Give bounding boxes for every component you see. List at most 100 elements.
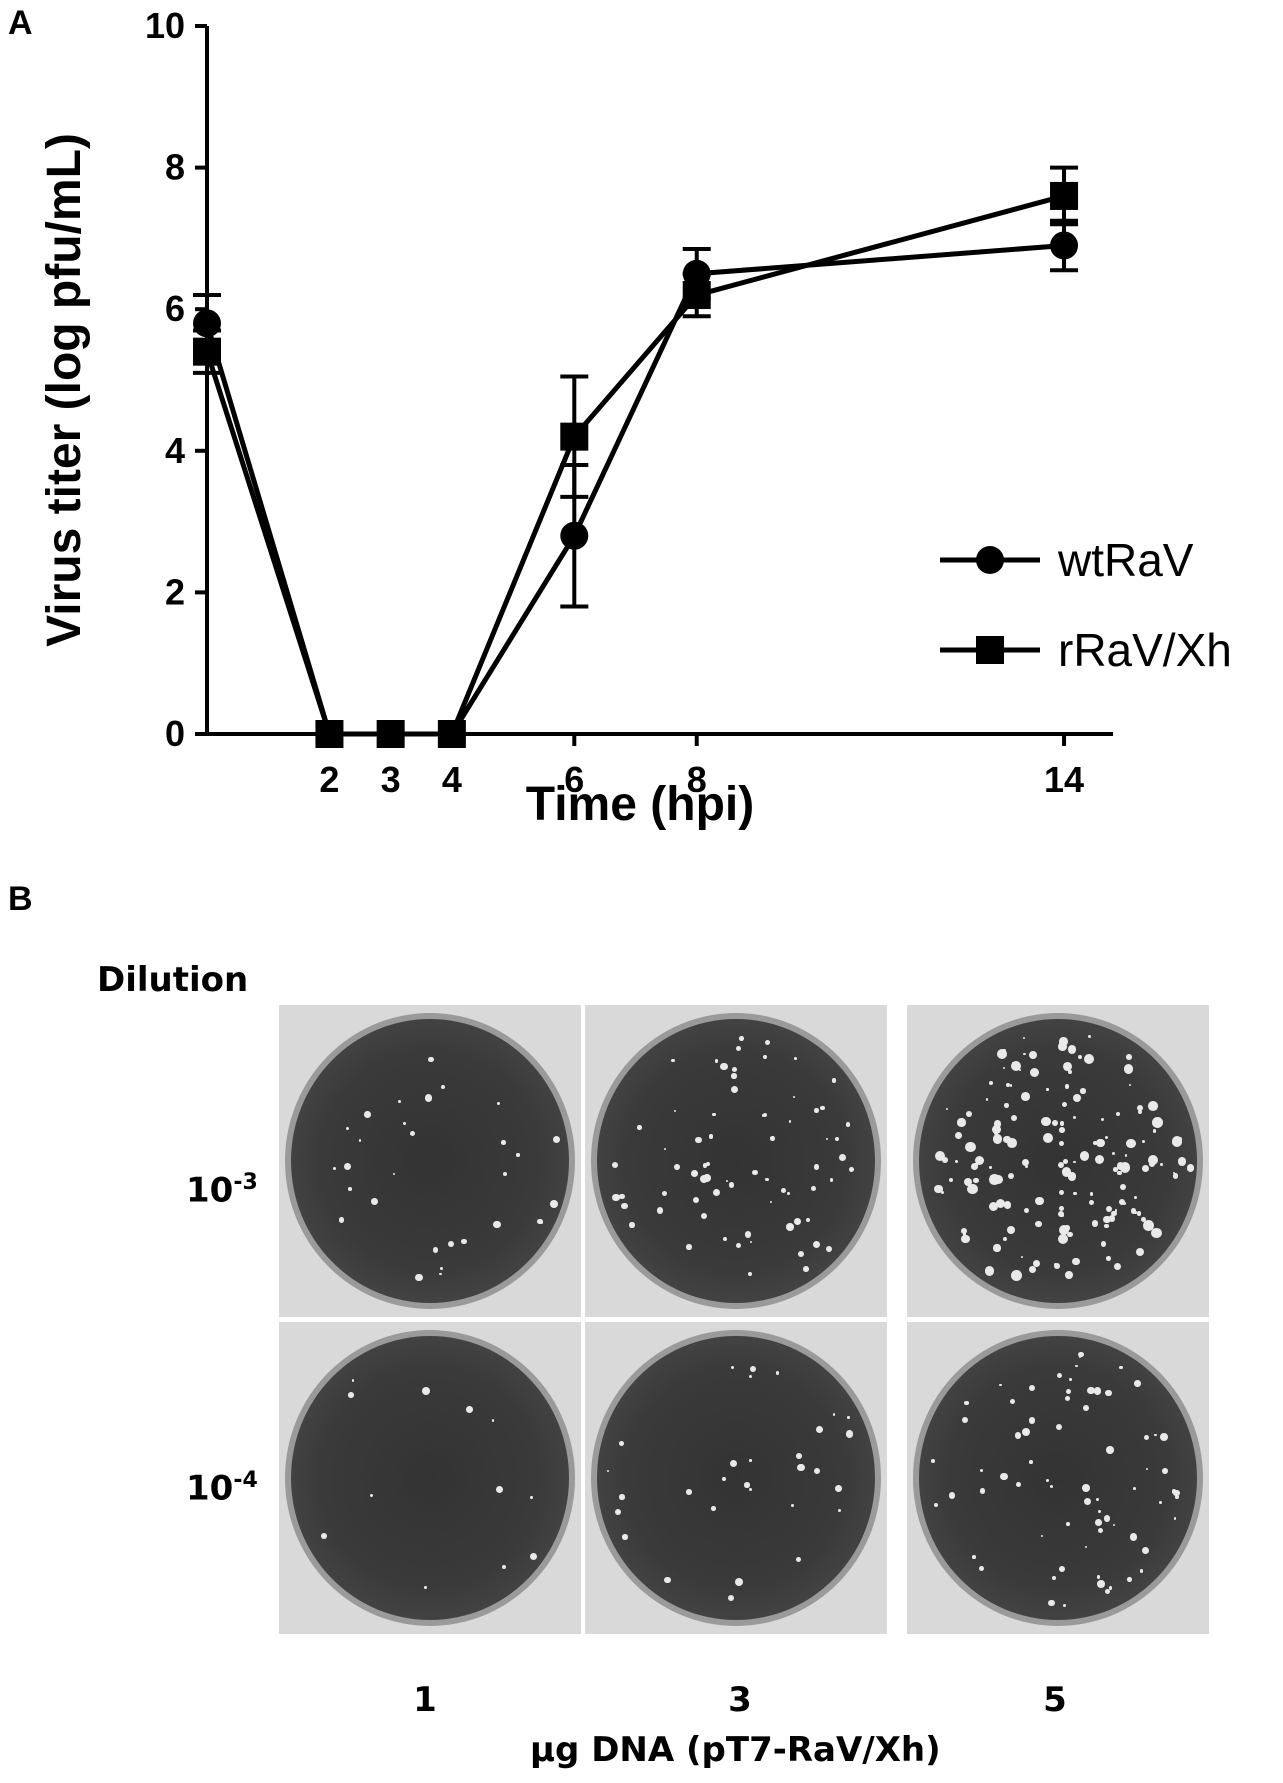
plaque-spot xyxy=(415,1273,423,1282)
col-label-5: 5 xyxy=(1043,1680,1067,1720)
plaque-spot xyxy=(786,1223,794,1231)
plaque-spot xyxy=(1129,1083,1132,1086)
plaque-spot xyxy=(1108,1586,1113,1590)
plaque-spot xyxy=(797,1463,805,1472)
plaque-spot xyxy=(781,1187,787,1193)
legend-marker-square xyxy=(976,636,1004,664)
plaque-spot xyxy=(1010,1115,1017,1122)
plaque-spot xyxy=(700,1212,708,1220)
plaque-spot xyxy=(1058,1224,1070,1236)
plaque-spot xyxy=(1073,1191,1077,1196)
plaque-spot xyxy=(614,1509,621,1516)
plaque-spot xyxy=(1141,1547,1149,1554)
plaque-spot xyxy=(1016,1482,1022,1487)
plaque-spot xyxy=(787,1191,790,1195)
plaque-spot xyxy=(1054,1262,1061,1269)
plaque-spot xyxy=(734,1578,743,1586)
plaque-spot xyxy=(803,1266,809,1272)
plaque-spot xyxy=(848,1166,854,1172)
data-point-square xyxy=(315,720,344,748)
plaque-spot xyxy=(735,1243,741,1249)
plaque-spot xyxy=(1148,1225,1154,1230)
plaque-spot xyxy=(501,1564,507,1569)
plaque-spot xyxy=(1067,1045,1076,1054)
plaque-spot xyxy=(945,1108,948,1111)
series-line-rRaV/Xh xyxy=(204,193,1065,737)
plaque-spot xyxy=(991,1124,1002,1135)
plaque-spot xyxy=(410,1130,416,1136)
plaque-spot xyxy=(1153,1129,1157,1133)
plaque-spot xyxy=(839,1154,847,1162)
plaque-spot xyxy=(988,1174,1000,1185)
plaque-spot xyxy=(703,1163,708,1168)
plaque-spot xyxy=(791,1504,795,1508)
plaque-spot xyxy=(713,1188,721,1197)
plate-image xyxy=(279,1322,581,1634)
plaque-spot xyxy=(422,1387,430,1395)
plaque-spot xyxy=(834,1136,839,1141)
plaque-spot xyxy=(1079,1151,1090,1161)
plaque-spot xyxy=(986,1098,989,1101)
plaque-spot xyxy=(971,1162,979,1170)
plaque-spot xyxy=(1061,1167,1072,1177)
plaque-spot xyxy=(424,1585,428,1589)
legend-marker-circle xyxy=(976,546,1004,574)
plaque-spot xyxy=(1045,1479,1049,1483)
plaque-spot xyxy=(831,1078,837,1083)
plaque-spot xyxy=(1108,1215,1116,1222)
plaque-spot xyxy=(1084,1545,1088,1549)
plaque-spot xyxy=(1091,1220,1099,1227)
plaque-spot xyxy=(934,1150,946,1162)
plaque-spot xyxy=(1175,1495,1180,1500)
plaque-spot xyxy=(825,1245,832,1252)
plaque-spot xyxy=(424,1094,433,1102)
plaque-spot xyxy=(1059,1190,1065,1196)
plaque-spot xyxy=(1141,1165,1149,1172)
plaque-spot xyxy=(834,1485,842,1493)
plaque-spot xyxy=(793,1056,797,1060)
data-point-square xyxy=(376,720,405,748)
plaque-spot xyxy=(1155,1233,1160,1238)
data-point-square xyxy=(437,720,466,748)
y-axis-label: Virus titer (log pfu/mL) xyxy=(38,133,91,647)
plaque-spot xyxy=(673,1109,677,1113)
plaque-spot xyxy=(369,1493,374,1498)
plaque-spot xyxy=(1053,1263,1057,1267)
plaque-spot xyxy=(397,1100,401,1104)
plaque-spot xyxy=(762,1112,767,1117)
plaque-spot xyxy=(1126,1138,1136,1149)
plaque-spot xyxy=(1010,1399,1016,1405)
plaque-spot xyxy=(693,1196,700,1203)
plaque-spot xyxy=(1066,1521,1070,1526)
plaque-spot xyxy=(1035,1196,1044,1205)
plaque-spot xyxy=(714,1059,719,1063)
plaque-spot xyxy=(810,1186,816,1192)
plaque-spot xyxy=(1072,1115,1076,1119)
plaque-spot xyxy=(931,1459,935,1464)
plaque-spot xyxy=(1147,1154,1159,1166)
plaque-spot xyxy=(1080,1088,1086,1094)
dilution-header: Dilution xyxy=(97,960,249,1000)
plaque-spot xyxy=(1068,1378,1072,1382)
x-tick-label: 6 xyxy=(564,759,584,800)
plaque-spot xyxy=(1020,1255,1024,1259)
plaque-spot xyxy=(690,1169,698,1177)
plaque-spot xyxy=(332,1166,336,1170)
plaque-spot xyxy=(996,1049,1007,1059)
plaque-spot xyxy=(729,1460,738,1468)
plaque-spot xyxy=(1078,1355,1082,1358)
plaque-spot xyxy=(1145,1467,1148,1470)
plaque-spot xyxy=(967,1184,978,1195)
x-tick-label: 8 xyxy=(687,759,707,800)
plaque-spot xyxy=(1006,1225,1015,1234)
plaque-spot xyxy=(549,1199,558,1208)
plaque-spot xyxy=(461,1239,467,1245)
plaque-spot xyxy=(348,1392,354,1398)
plaque-spot xyxy=(402,1121,406,1126)
plaque-spot xyxy=(1126,1053,1132,1060)
plaque-spot xyxy=(695,1136,702,1144)
plaque-spot xyxy=(1151,1116,1163,1128)
plaque-spot xyxy=(1130,1208,1137,1214)
plaque-spot xyxy=(829,1178,834,1182)
plaque-spot xyxy=(1014,1431,1022,1439)
